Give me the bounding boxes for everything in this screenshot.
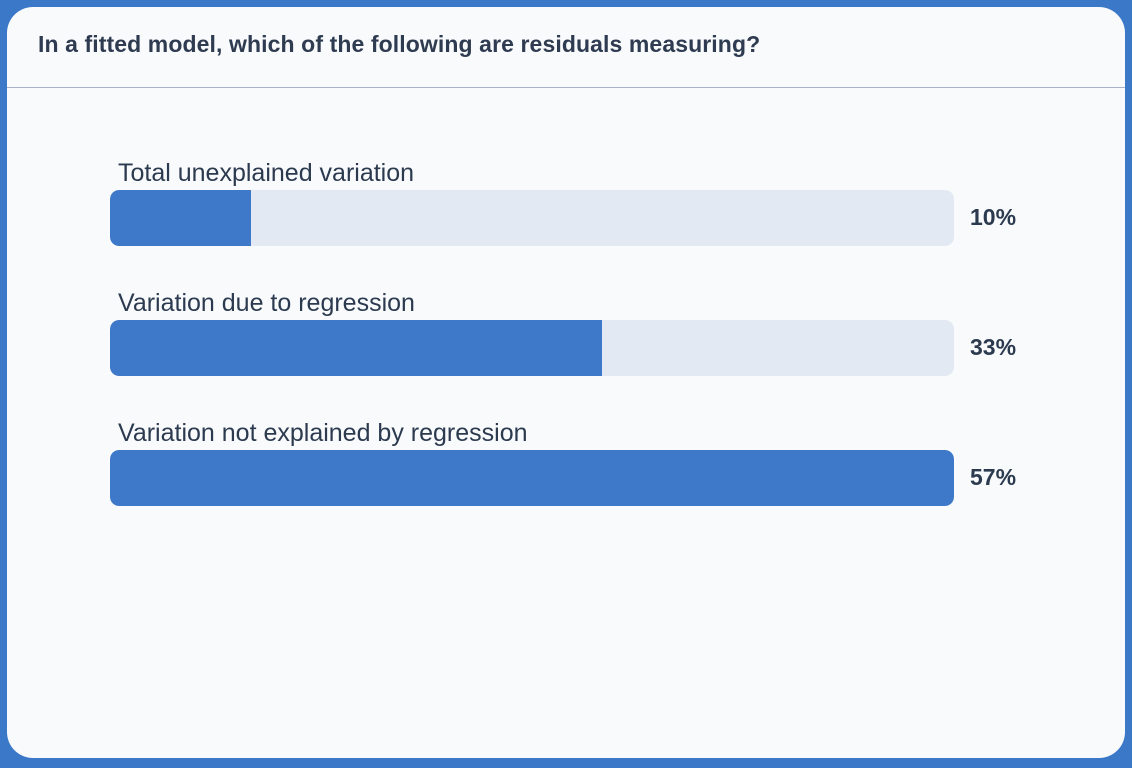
result-bar-track	[110, 320, 954, 376]
poll-results: Total unexplained variation 10% Variatio…	[110, 157, 1070, 547]
option-percent: 33%	[970, 334, 1017, 360]
poll-option: Variation not explained by regression 57…	[110, 417, 1070, 547]
result-bar-fill	[110, 190, 251, 246]
poll-option: Total unexplained variation 10%	[110, 157, 1070, 287]
option-percent: 10%	[970, 204, 1017, 230]
question-header: In a fitted model, which of the followin…	[7, 7, 1125, 88]
result-bar-track	[110, 190, 954, 246]
option-percent: 57%	[970, 464, 1017, 490]
question-title: In a fitted model, which of the followin…	[38, 30, 761, 57]
result-bar-fill	[110, 450, 954, 506]
option-label: Variation not explained by regression	[118, 419, 528, 447]
result-bar-fill	[110, 320, 603, 376]
result-bar-track	[110, 450, 954, 506]
option-label: Variation due to regression	[118, 289, 415, 317]
option-label: Total unexplained variation	[118, 159, 415, 187]
poll-card: In a fitted model, which of the followin…	[7, 7, 1125, 758]
poll-option: Variation due to regression 33%	[110, 287, 1070, 417]
